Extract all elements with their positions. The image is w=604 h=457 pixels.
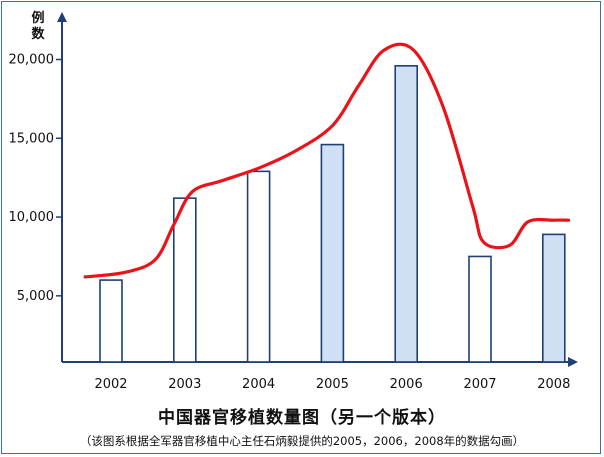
y-tick-label: 20,000 bbox=[9, 53, 55, 68]
chart-subtitle: （该图系根据全军器官移植中心主任石炳毅提供的2005，2006，2008年的数据… bbox=[79, 434, 525, 448]
chart-title: 中国器官移植数量图（另一个版本） bbox=[158, 408, 446, 428]
bar-2004 bbox=[246, 170, 271, 363]
bar-2005 bbox=[320, 143, 345, 363]
bar-2003 bbox=[173, 197, 197, 363]
x-tick-label: 2003 bbox=[168, 377, 201, 392]
y-axis-title-char: 例 bbox=[31, 10, 44, 26]
bar-2007 bbox=[468, 255, 492, 363]
bar-2002 bbox=[99, 279, 123, 363]
bar-2006 bbox=[394, 65, 419, 363]
y-tick-label: 15,000 bbox=[9, 131, 55, 146]
x-axis-arrow bbox=[568, 357, 578, 367]
y-tick-label: 10,000 bbox=[9, 210, 55, 225]
y-tick-label: 5,000 bbox=[17, 289, 54, 304]
x-tick-label: 2007 bbox=[463, 377, 496, 392]
x-tick-label: 2008 bbox=[537, 377, 570, 392]
x-tick-label: 2004 bbox=[242, 377, 275, 392]
x-tick-label: 2005 bbox=[316, 377, 349, 392]
y-axis-title: 例数 bbox=[31, 10, 45, 42]
axes bbox=[56, 12, 578, 367]
x-tick-label: 2002 bbox=[94, 377, 127, 392]
trend-line-group bbox=[83, 42, 571, 279]
trend-line bbox=[83, 42, 571, 279]
x-tick-labels: 2002 2003 2004 2005 2006 2007 2008 bbox=[94, 377, 570, 392]
bars bbox=[99, 65, 566, 363]
bar-2008 bbox=[541, 233, 566, 363]
x-tick-label: 2006 bbox=[390, 377, 423, 392]
y-tick-labels: 5,000 10,000 15,000 20,000 bbox=[9, 53, 55, 304]
y-axis-arrow bbox=[57, 12, 67, 22]
bar-chart: 5,000 10,000 15,000 20,000 2002 2003 2004 2005… bbox=[9, 10, 578, 392]
y-axis-title-char: 数 bbox=[31, 26, 45, 42]
